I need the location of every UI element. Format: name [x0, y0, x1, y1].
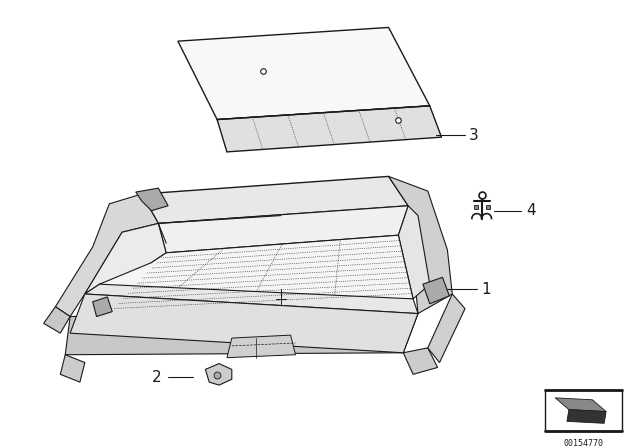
Polygon shape: [423, 277, 449, 304]
Polygon shape: [217, 106, 442, 152]
Polygon shape: [136, 188, 168, 211]
Text: 00154770: 00154770: [564, 439, 604, 448]
Polygon shape: [428, 294, 465, 362]
Polygon shape: [56, 194, 158, 316]
Text: 1: 1: [482, 282, 492, 297]
Polygon shape: [158, 206, 408, 253]
Polygon shape: [227, 335, 296, 358]
Polygon shape: [85, 284, 418, 314]
Polygon shape: [85, 224, 166, 299]
Polygon shape: [44, 307, 70, 333]
Bar: [486, 205, 490, 209]
Polygon shape: [100, 235, 413, 314]
Polygon shape: [178, 27, 429, 120]
Polygon shape: [141, 177, 408, 224]
Polygon shape: [93, 297, 112, 316]
Polygon shape: [555, 398, 606, 412]
Polygon shape: [65, 314, 418, 355]
Bar: [474, 205, 478, 209]
Polygon shape: [403, 348, 438, 375]
Polygon shape: [205, 363, 232, 385]
Polygon shape: [388, 177, 452, 314]
Polygon shape: [567, 409, 606, 423]
Text: 3: 3: [469, 128, 479, 143]
Polygon shape: [60, 355, 85, 382]
Polygon shape: [70, 294, 418, 353]
Bar: [545, 390, 622, 431]
Text: 4: 4: [526, 203, 536, 218]
Text: 2: 2: [152, 370, 161, 385]
Polygon shape: [398, 206, 429, 299]
